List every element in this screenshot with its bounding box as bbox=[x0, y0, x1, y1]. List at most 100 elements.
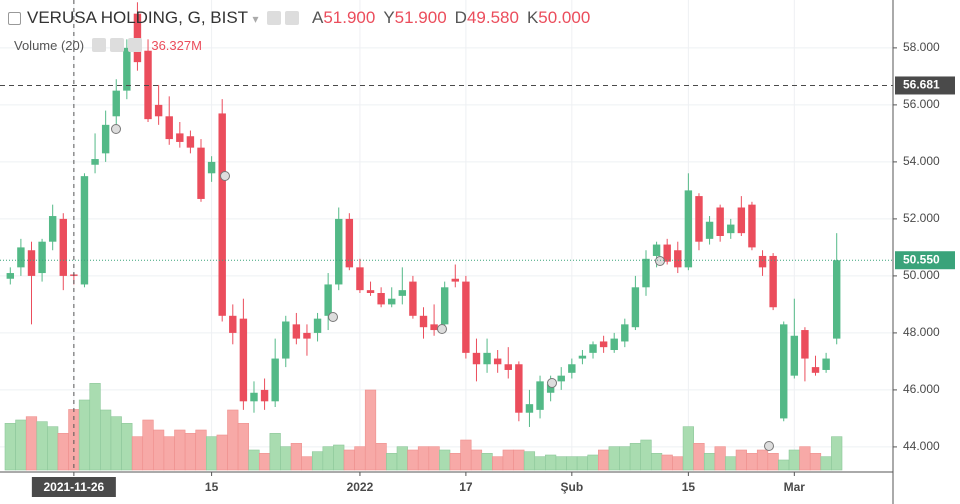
candle-body bbox=[748, 204, 756, 248]
volume-bar bbox=[280, 446, 292, 471]
volume-bar bbox=[608, 446, 620, 471]
settings-icon[interactable] bbox=[109, 38, 124, 52]
volume-bar bbox=[672, 456, 684, 471]
candle-body bbox=[568, 364, 576, 373]
volume-bar bbox=[682, 426, 694, 471]
volume-bar bbox=[216, 434, 228, 471]
candle-body bbox=[335, 218, 343, 285]
candle-body bbox=[642, 258, 650, 288]
candle-body bbox=[133, 13, 142, 63]
volume-bar bbox=[237, 423, 249, 471]
candle-body bbox=[631, 287, 640, 328]
event-marker bbox=[655, 256, 665, 266]
candle-body bbox=[801, 330, 809, 359]
eye-icon[interactable] bbox=[91, 38, 106, 52]
candle-body bbox=[345, 218, 354, 268]
candle-body bbox=[769, 255, 777, 308]
candle-body bbox=[207, 161, 216, 174]
volume-bar bbox=[301, 456, 313, 471]
volume-bar bbox=[428, 446, 440, 471]
volume-bar bbox=[661, 454, 673, 471]
candle-body bbox=[790, 335, 799, 376]
candle-body bbox=[430, 324, 438, 331]
volume-bar bbox=[396, 446, 408, 471]
candle-body bbox=[154, 104, 163, 117]
event-marker bbox=[111, 124, 121, 134]
volume-bar bbox=[650, 453, 663, 471]
candle-body bbox=[409, 281, 417, 316]
volume-bar bbox=[333, 444, 345, 471]
candle-body bbox=[165, 116, 173, 140]
settings-icon[interactable] bbox=[285, 11, 300, 25]
ohlc-label: D bbox=[454, 8, 467, 27]
y-tick-label: 54.000 bbox=[903, 154, 940, 168]
symbol-title: VERUSA HOLDING, G, BIST bbox=[27, 8, 248, 27]
candle-body bbox=[811, 367, 820, 373]
volume-bar bbox=[121, 423, 133, 471]
candle-body bbox=[123, 47, 131, 91]
header: VERUSA HOLDING, G, BIST ▾ A51.900 Y51.900… bbox=[8, 8, 590, 28]
volume-bar bbox=[809, 453, 822, 471]
candle-body bbox=[780, 324, 788, 419]
event-marker bbox=[328, 312, 338, 322]
candle-body bbox=[366, 290, 375, 294]
candle-body bbox=[440, 287, 449, 325]
y-tick-label: 52.000 bbox=[903, 211, 940, 225]
candle-body bbox=[356, 267, 364, 291]
candle-body bbox=[695, 196, 703, 242]
volume-value: 36.327M bbox=[151, 38, 202, 53]
candle-body bbox=[398, 290, 407, 296]
event-marker bbox=[764, 441, 774, 451]
candle-body bbox=[546, 384, 555, 393]
volume-bar bbox=[587, 454, 599, 471]
candle-body bbox=[176, 133, 184, 142]
candle-body bbox=[472, 352, 481, 365]
candle-body bbox=[674, 250, 682, 268]
volume-bar bbox=[778, 459, 790, 471]
volume-bar bbox=[15, 419, 27, 471]
close-icon[interactable] bbox=[127, 38, 142, 52]
candle-body bbox=[684, 190, 693, 268]
volume-bar bbox=[714, 446, 726, 471]
eye-icon[interactable] bbox=[267, 11, 282, 25]
x-tick-label: Mar bbox=[784, 480, 806, 494]
candle-body bbox=[48, 216, 57, 242]
volume-bar bbox=[153, 429, 165, 471]
volume-bar bbox=[25, 416, 38, 471]
candle-body bbox=[282, 321, 290, 359]
event-marker bbox=[547, 378, 557, 388]
volume-bar bbox=[746, 453, 758, 471]
volume-bar bbox=[184, 433, 197, 471]
volume-bar bbox=[206, 436, 218, 471]
candle-body bbox=[663, 244, 671, 262]
dropdown-arrow[interactable]: ▾ bbox=[252, 12, 259, 26]
volume-bar bbox=[195, 429, 207, 471]
candle-body bbox=[186, 136, 195, 148]
volume-bar bbox=[290, 443, 302, 471]
volume-bar bbox=[492, 456, 504, 471]
event-marker bbox=[437, 324, 447, 334]
volume-bar bbox=[248, 449, 260, 471]
candle-body bbox=[419, 315, 428, 328]
volume-bar bbox=[555, 456, 567, 471]
collapse-icon[interactable] bbox=[8, 12, 21, 25]
candle-body bbox=[737, 207, 746, 234]
volume-bar bbox=[311, 451, 324, 471]
candle-body bbox=[292, 324, 301, 339]
candle-body bbox=[504, 364, 512, 370]
volume-bar bbox=[502, 449, 514, 471]
candle-body bbox=[589, 344, 597, 353]
volume-bar bbox=[619, 446, 631, 471]
candle-body bbox=[250, 392, 258, 402]
volume-bar bbox=[375, 443, 387, 471]
volume-bar bbox=[322, 446, 334, 471]
candle-body bbox=[59, 218, 67, 276]
candle-body bbox=[6, 273, 15, 279]
y-tick-label: 46.000 bbox=[903, 382, 940, 396]
volume-bar bbox=[110, 416, 122, 471]
volume-bar bbox=[470, 449, 483, 471]
ohlc-value: 51.900 bbox=[323, 8, 376, 27]
volume-bar bbox=[89, 383, 101, 471]
event-marker bbox=[220, 171, 230, 181]
x-tick-label: 2022 bbox=[347, 480, 374, 494]
